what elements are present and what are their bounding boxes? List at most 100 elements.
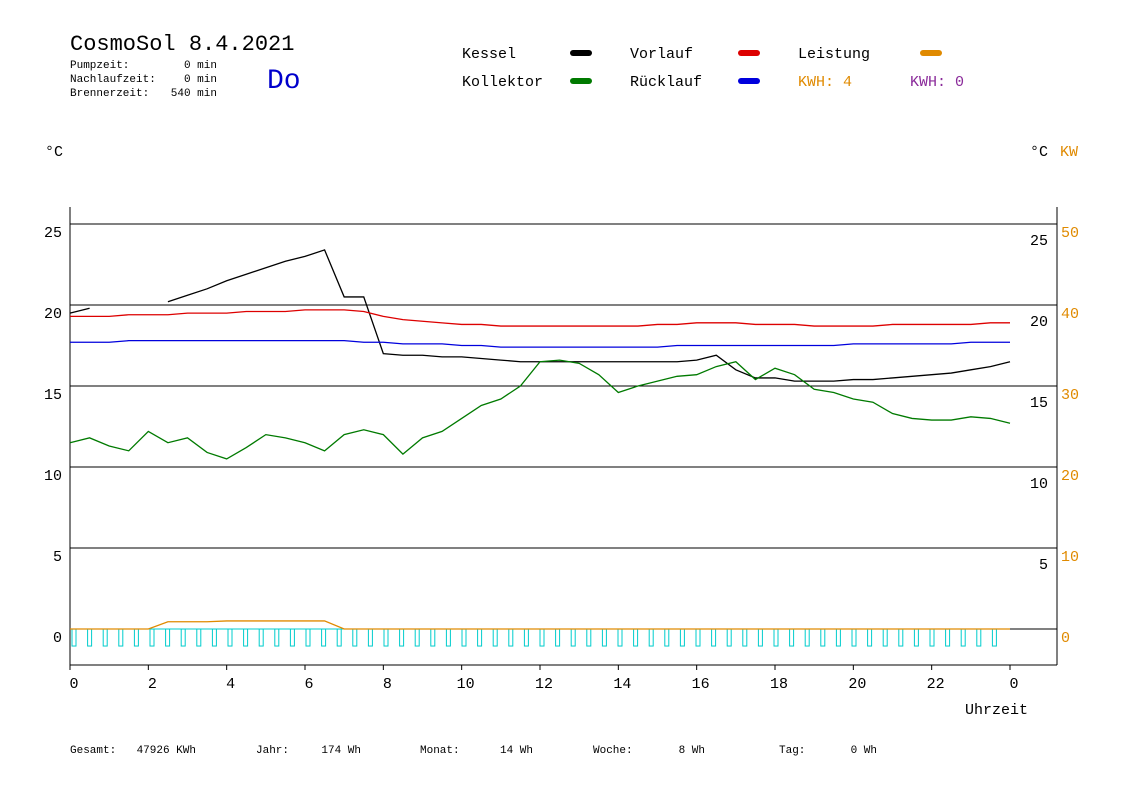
pump-pulse bbox=[102, 628, 108, 647]
y3-tick-label: 40 bbox=[1061, 306, 1079, 323]
x-axis-label: Uhrzeit bbox=[965, 702, 1028, 719]
y3-tick-label: 0 bbox=[1061, 630, 1070, 647]
pump-pulse bbox=[648, 628, 654, 647]
pump-pulse bbox=[289, 628, 295, 647]
pump-pulse bbox=[133, 628, 139, 647]
y-tick-label: 10 bbox=[44, 468, 62, 485]
pump-pulse bbox=[586, 628, 592, 647]
y2-tick-label: 15 bbox=[1030, 395, 1048, 412]
pump-pulse bbox=[243, 628, 249, 647]
legend-label: Kollektor bbox=[462, 74, 543, 91]
y-tick-label: 25 bbox=[44, 225, 62, 242]
info-label: Pumpzeit: bbox=[70, 60, 129, 72]
pump-pulse bbox=[227, 628, 233, 647]
pump-pulse bbox=[633, 628, 639, 647]
pump-pulse bbox=[695, 628, 701, 647]
x-tick-label: 22 bbox=[927, 676, 945, 693]
pump-pulse bbox=[352, 628, 358, 647]
pump-pulse bbox=[960, 628, 966, 647]
y-tick-label: 15 bbox=[44, 387, 62, 404]
pump-pulse bbox=[773, 628, 779, 647]
footer-label: Gesamt: bbox=[70, 745, 116, 757]
footer-label: Woche: bbox=[593, 745, 633, 757]
pump-pulse bbox=[274, 628, 280, 647]
pump-pulse bbox=[258, 628, 264, 647]
legend-label: Rücklauf bbox=[630, 74, 702, 91]
y3-tick-label: 30 bbox=[1061, 387, 1079, 404]
pump-pulse bbox=[477, 628, 483, 647]
pump-pulse bbox=[929, 628, 935, 647]
pump-pulse bbox=[882, 628, 888, 647]
info-label: Nachlaufzeit: bbox=[70, 74, 156, 86]
series-line bbox=[167, 249, 1011, 382]
pump-pulse bbox=[165, 628, 171, 647]
x-tick-label: 10 bbox=[457, 676, 475, 693]
x-tick-label: 16 bbox=[692, 676, 710, 693]
pump-pulse bbox=[945, 628, 951, 647]
pump-pulse bbox=[664, 628, 670, 647]
pump-pulse bbox=[180, 628, 186, 647]
y-tick-label: 5 bbox=[53, 549, 62, 566]
weekday: Do bbox=[267, 66, 301, 97]
footer-label: Jahr: bbox=[256, 745, 289, 757]
pump-pulse bbox=[679, 628, 685, 647]
series-line bbox=[70, 340, 1010, 348]
kwh-label: KWH: 4 bbox=[798, 74, 852, 91]
y3-tick-label: 10 bbox=[1061, 549, 1079, 566]
footer-value: 14 Wh bbox=[500, 745, 533, 757]
pump-pulse bbox=[508, 628, 514, 647]
x-tick-label: 18 bbox=[770, 676, 788, 693]
footer-value: 8 Wh bbox=[679, 745, 705, 757]
series-line bbox=[70, 309, 1010, 327]
pump-pulse bbox=[445, 628, 451, 647]
footer-label: Monat: bbox=[420, 745, 460, 757]
pump-pulse bbox=[305, 628, 311, 647]
pump-pulse bbox=[835, 628, 841, 647]
y-tick-label: 0 bbox=[53, 630, 62, 647]
legend-label: Kessel bbox=[462, 46, 516, 63]
pump-pulse bbox=[851, 628, 857, 647]
pump-pulse bbox=[211, 628, 217, 647]
pump-pulse bbox=[383, 628, 389, 647]
x-tick-label: 2 bbox=[148, 676, 157, 693]
kwh-label: KWH: 0 bbox=[910, 74, 964, 91]
pump-pulse bbox=[414, 628, 420, 647]
pump-pulse bbox=[336, 628, 342, 647]
x-tick-label: 0 bbox=[1009, 676, 1018, 693]
pump-pulse bbox=[196, 628, 202, 647]
pump-pulse bbox=[601, 628, 607, 647]
pump-pulse bbox=[492, 628, 498, 647]
pump-pulse bbox=[523, 628, 529, 647]
pump-pulse bbox=[867, 628, 873, 647]
pump-pulse bbox=[461, 628, 467, 647]
x-tick-label: 6 bbox=[304, 676, 313, 693]
legend-label: Vorlauf bbox=[630, 46, 693, 63]
series-line bbox=[69, 359, 1011, 460]
x-tick-label: 4 bbox=[226, 676, 235, 693]
y2-tick-label: 20 bbox=[1030, 314, 1048, 331]
footer-value: 174 Wh bbox=[321, 745, 361, 757]
pump-pulse bbox=[726, 628, 732, 647]
info-label: Brennerzeit: bbox=[70, 88, 149, 100]
footer-value: 47926 KWh bbox=[137, 745, 196, 757]
y3-axis-unit: KW bbox=[1060, 144, 1078, 161]
info-value: 540 min bbox=[171, 88, 217, 100]
pump-pulse bbox=[898, 628, 904, 647]
x-tick-label: 8 bbox=[383, 676, 392, 693]
x-tick-label: 20 bbox=[848, 676, 866, 693]
footer-label: Tag: bbox=[779, 745, 805, 757]
pump-pulse bbox=[976, 628, 982, 647]
x-tick-label: 0 bbox=[69, 676, 78, 693]
series-line bbox=[69, 307, 90, 314]
pump-pulse bbox=[367, 628, 373, 647]
info-value: 0 min bbox=[184, 74, 217, 86]
y2-tick-label: 25 bbox=[1030, 233, 1048, 250]
pump-pulse bbox=[617, 628, 623, 647]
x-tick-label: 12 bbox=[535, 676, 553, 693]
pump-pulse bbox=[539, 628, 545, 647]
y2-tick-label: 10 bbox=[1030, 476, 1048, 493]
pump-pulse bbox=[149, 628, 155, 647]
pump-pulse bbox=[555, 628, 561, 647]
pump-pulse bbox=[87, 628, 93, 647]
